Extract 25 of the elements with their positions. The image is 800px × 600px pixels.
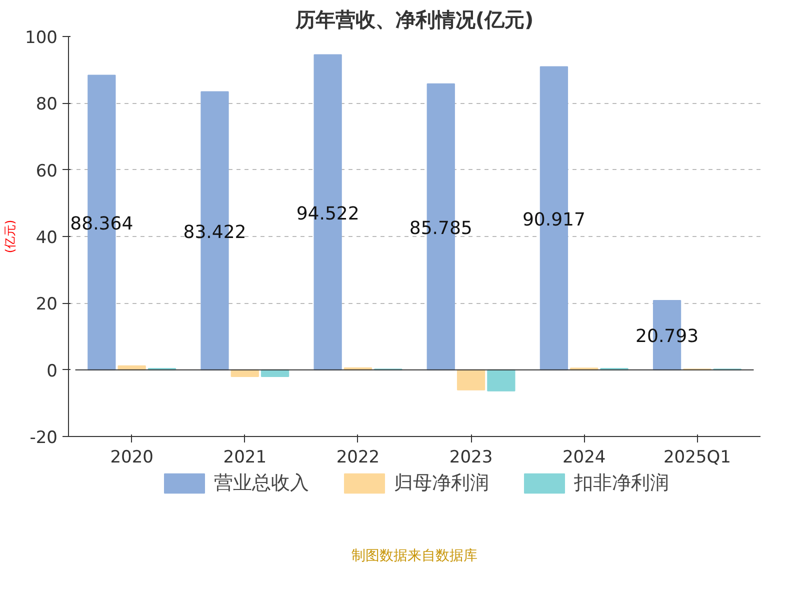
y-tick-label: 0 [46,361,58,382]
y-tick-label: 60 [36,161,58,182]
legend-label: 扣非净利润 [574,471,669,496]
x-tick-label: 2020 [110,448,154,468]
data-label: 94.522 [296,203,360,224]
legend-label: 营业总收入 [214,471,309,496]
y-tick-label: 40 [36,228,58,248]
data-label: 85.785 [409,218,472,239]
x-tick-label: 2021 [223,448,267,468]
y-tick-label: 20 [36,294,58,315]
data-label: 83.422 [183,222,246,243]
x-tick-label: 2022 [336,448,380,468]
y-tick-label: 100 [25,28,58,48]
y-tick-label: 80 [36,94,58,115]
y-tick-label: -20 [30,428,58,448]
chart-title: 历年营收、净利情况(亿元) [294,8,534,32]
data-label: 88.364 [70,214,134,235]
y-axis-title: (亿元) [3,220,18,254]
x-tick-label: 2023 [449,448,493,468]
x-tick-label: 2025Q1 [663,448,731,468]
x-tick-label: 2024 [562,448,606,468]
data-label: 20.793 [636,326,699,348]
data-label: 90.917 [522,209,586,230]
legend-label: 归母净利润 [394,471,489,496]
text: 制图数据来自数据库 [352,548,478,564]
